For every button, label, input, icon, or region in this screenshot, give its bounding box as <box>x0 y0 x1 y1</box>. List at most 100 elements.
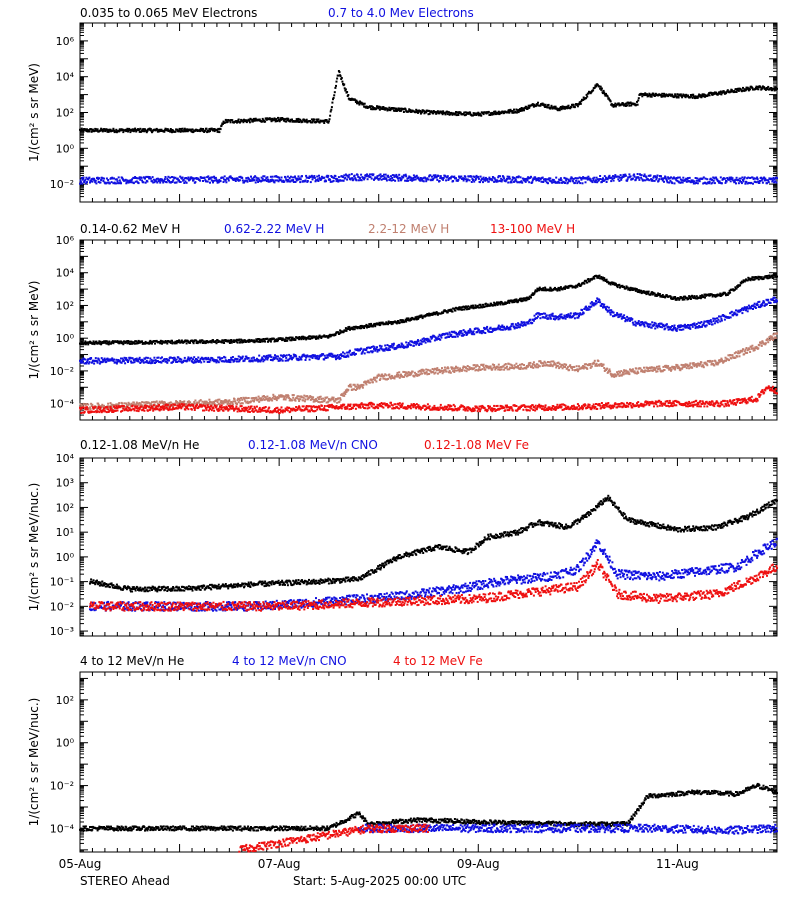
data-point <box>183 129 186 132</box>
data-point <box>326 356 329 359</box>
data-point <box>262 360 265 363</box>
data-point <box>674 177 677 180</box>
data-point <box>432 174 435 177</box>
data-point <box>654 94 657 97</box>
data-point <box>86 181 88 184</box>
data-point <box>432 110 435 112</box>
data-point <box>622 102 624 105</box>
data-point <box>183 359 186 362</box>
data-point <box>330 176 333 178</box>
data-point <box>452 331 455 334</box>
data-point <box>241 339 244 342</box>
data-point <box>173 177 176 180</box>
data-point <box>431 179 434 182</box>
data-point <box>266 358 269 361</box>
data-point <box>609 282 612 284</box>
data-point <box>516 110 519 113</box>
data-point <box>620 103 623 106</box>
data-point <box>163 130 166 133</box>
data-point <box>658 178 661 181</box>
data-point <box>474 177 477 180</box>
data-point <box>514 111 517 114</box>
data-point <box>103 128 106 131</box>
data-point <box>673 182 676 185</box>
data-point <box>205 127 208 130</box>
data-point <box>538 179 541 182</box>
data-point <box>279 359 282 362</box>
data-point <box>510 325 513 328</box>
data-point <box>326 354 329 357</box>
data-point <box>532 318 535 321</box>
data-point <box>159 360 162 363</box>
data-point <box>572 180 575 183</box>
data-point <box>103 177 105 180</box>
data-point <box>507 299 510 302</box>
data-point <box>763 179 766 182</box>
data-point <box>695 295 698 298</box>
data-point <box>204 341 207 344</box>
data-point <box>297 336 300 339</box>
data-point <box>685 296 688 299</box>
data-point <box>644 179 647 182</box>
data-point <box>574 286 577 289</box>
data-point <box>210 176 213 179</box>
data-point <box>734 178 737 181</box>
data-point <box>422 337 425 340</box>
data-point <box>550 104 553 107</box>
data-point <box>179 175 182 178</box>
data-point <box>339 179 342 182</box>
data-point <box>620 176 623 179</box>
data-point <box>511 178 514 181</box>
data-point <box>98 340 101 343</box>
data-point <box>657 179 660 182</box>
data-point <box>202 128 204 130</box>
data-point <box>284 176 287 179</box>
data-point <box>387 323 390 326</box>
data-point <box>166 361 169 364</box>
data-point <box>266 176 269 179</box>
data-point <box>274 118 276 121</box>
data-point <box>537 179 539 181</box>
data-point <box>94 179 97 182</box>
data-point <box>328 335 331 338</box>
data-point <box>581 182 584 185</box>
data-point <box>561 105 564 108</box>
data-point <box>377 178 380 181</box>
data-point <box>86 130 89 133</box>
data-point <box>351 326 354 329</box>
data-point <box>670 297 672 300</box>
data-point <box>660 94 662 97</box>
data-point <box>110 359 113 362</box>
data-point <box>475 114 478 116</box>
data-point <box>156 181 159 184</box>
data-point <box>166 177 169 180</box>
data-point <box>562 180 565 183</box>
data-point <box>503 111 506 114</box>
y-tick-label: 10⁰ <box>56 142 75 155</box>
data-point <box>223 342 226 344</box>
data-point <box>374 349 377 352</box>
data-point <box>522 107 525 110</box>
data-point <box>560 108 563 111</box>
data-point <box>574 177 577 180</box>
data-point <box>776 87 778 90</box>
data-point <box>589 178 592 181</box>
data-point <box>378 321 381 324</box>
data-point <box>534 317 537 320</box>
data-point <box>506 175 509 178</box>
data-point <box>98 359 101 362</box>
data-point <box>217 361 220 364</box>
data-point <box>234 177 237 180</box>
data-point <box>250 179 253 182</box>
data-point <box>347 176 350 179</box>
data-point <box>203 360 206 363</box>
data-point <box>387 347 390 350</box>
data-point <box>466 306 469 309</box>
data-point <box>185 342 188 345</box>
data-point <box>90 128 93 131</box>
data-point <box>759 180 761 182</box>
data-point <box>396 321 399 324</box>
data-point <box>579 177 582 179</box>
data-point <box>163 180 166 183</box>
data-point <box>107 179 110 181</box>
